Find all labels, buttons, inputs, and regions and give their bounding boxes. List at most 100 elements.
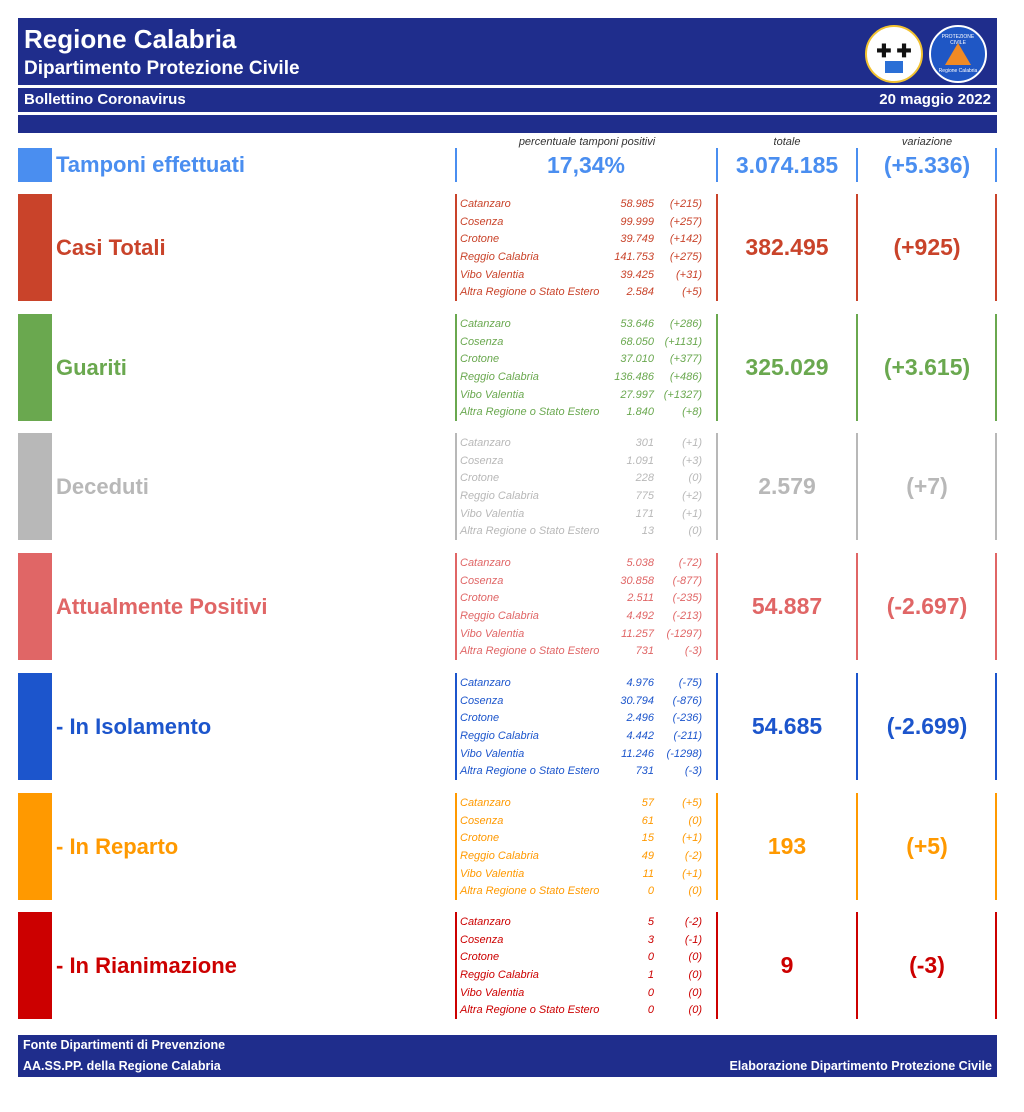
- province-name: Catanzaro: [460, 916, 511, 928]
- province-row: Vibo Valentia 11 (+1): [460, 866, 716, 884]
- province-breakdown: Catanzaro 5.038 (-72) Cosenza 30.858 (-877) Cr…: [460, 555, 716, 661]
- province-name: Crotone: [460, 233, 500, 246]
- province-change: (0): [688, 1004, 702, 1017]
- department-subtitle: Dipartimento Protezione Civile: [24, 58, 300, 79]
- section-divider: [716, 912, 718, 1019]
- province-value: 30.794: [620, 694, 654, 707]
- province-row: Vibo Valentia 171 (+1): [460, 506, 716, 524]
- province-name: Reggio Calabria: [460, 730, 539, 743]
- province-change: (0): [688, 814, 702, 827]
- province-value: 5.038: [626, 557, 654, 569]
- province-value: 30.858: [620, 574, 654, 587]
- tamponi-total: 3.074.185: [735, 152, 839, 178]
- section-divider: [716, 433, 718, 540]
- province-row: Crotone 2.511 (-235): [460, 590, 716, 608]
- section-divider: [455, 673, 457, 780]
- section-divider: [995, 314, 997, 421]
- province-value: 5: [647, 916, 654, 928]
- province-change: (+1327): [663, 388, 702, 401]
- province-value: 99.999: [620, 215, 654, 228]
- tamponi-percent: 17,34%: [546, 152, 625, 178]
- section-swatch: [18, 912, 52, 1019]
- province-change: (-2): [684, 916, 702, 928]
- province-value: 301: [635, 437, 654, 449]
- province-row: Crotone 37.010 (+377): [460, 351, 716, 369]
- tamponi-divider: [856, 148, 858, 182]
- section-change: (+5): [906, 832, 948, 859]
- province-change: (-3): [684, 645, 702, 658]
- province-row: Altra Regione o Stato Estero 731 (-3): [460, 763, 716, 781]
- province-name: Cosenza: [460, 574, 504, 587]
- footer-credit: Elaborazione Dipartimento Protezione Civ…: [729, 1059, 992, 1073]
- section-row: Guariti Catanzaro 53.646 (+286) Cosenza 68.05…: [0, 314, 1024, 421]
- section-row: Casi Totali Catanzaro 58.985 (+215) Cosenza 9…: [0, 194, 1024, 301]
- section-change: (+3.615): [883, 353, 971, 380]
- section-total: 54.887: [751, 592, 823, 619]
- province-name: Crotone: [460, 832, 500, 845]
- section-swatch: [18, 793, 52, 900]
- section-row: - In Reparto Catanzaro 57 (+5) Cosenza 61 (0) C…: [0, 793, 1024, 900]
- section-total: 382.495: [745, 233, 829, 260]
- province-change: (-211): [673, 730, 702, 743]
- province-name: Cosenza: [460, 694, 504, 707]
- section-label: - In Reparto: [56, 833, 179, 859]
- section-change: (+7): [906, 472, 948, 499]
- section-label: - In Rianimazione: [56, 952, 237, 978]
- province-row: Catanzaro 301 (+1): [460, 435, 716, 453]
- province-row: Cosenza 1.091 (+3): [460, 453, 716, 471]
- tamponi-divider: [995, 148, 997, 182]
- protezione-civile-logo-icon: PROTEZIONE CIVILE Regione Calabria: [929, 25, 987, 83]
- section-divider: [856, 793, 858, 900]
- section-label: Attualmente Positivi: [56, 593, 268, 619]
- province-name: Altra Regione o Stato Estero: [460, 1004, 600, 1017]
- footer-banner: Fonte Dipartimenti di Prevenzione AA.SS.…: [18, 1035, 997, 1077]
- section-divider: [716, 673, 718, 780]
- province-row: Reggio Calabria 775 (+2): [460, 488, 716, 506]
- province-row: Catanzaro 5 (-2): [460, 914, 716, 932]
- province-row: Altra Regione o Stato Estero 731 (-3): [460, 643, 716, 661]
- section-divider: [995, 194, 997, 301]
- province-name: Cosenza: [460, 454, 504, 467]
- region-coat-of-arms-icon: ✚ ✚: [865, 25, 923, 83]
- section-divider: [455, 912, 457, 1019]
- province-value: 171: [635, 507, 654, 520]
- province-name: Reggio Calabria: [460, 251, 539, 264]
- province-change: (-876): [672, 694, 702, 707]
- province-name: Crotone: [460, 592, 500, 605]
- province-change: (-1298): [666, 747, 702, 760]
- section-divider: [856, 194, 858, 301]
- province-breakdown: Catanzaro 58.985 (+215) Cosenza 99.999 (+257)…: [460, 196, 716, 302]
- province-row: Vibo Valentia 39.425 (+31): [460, 267, 716, 285]
- province-name: Vibo Valentia: [460, 627, 525, 640]
- province-change: (+142): [669, 233, 702, 246]
- province-value: 27.997: [620, 388, 654, 401]
- province-name: Reggio Calabria: [460, 371, 539, 384]
- province-row: Reggio Calabria 141.753 (+275): [460, 249, 716, 267]
- province-row: Crotone 2.496 (-236): [460, 710, 716, 728]
- province-row: Cosenza 68.050 (+1131): [460, 334, 716, 352]
- province-row: Vibo Valentia 11.257 (-1297): [460, 626, 716, 644]
- province-change: (0): [688, 969, 702, 982]
- province-change: (0): [688, 951, 702, 964]
- province-value: 15: [641, 832, 654, 845]
- province-row: Catanzaro 5.038 (-72): [460, 555, 716, 573]
- province-change: (+1): [682, 867, 702, 880]
- province-breakdown: Catanzaro 57 (+5) Cosenza 61 (0) Crotone 15 (+1)…: [460, 795, 716, 901]
- province-name: Crotone: [460, 353, 500, 366]
- province-name: Cosenza: [460, 814, 504, 827]
- province-change: (-1): [684, 933, 702, 946]
- province-change: (+275): [669, 251, 702, 264]
- province-value: 4.492: [626, 610, 654, 623]
- province-row: Reggio Calabria 136.486 (+486): [460, 369, 716, 387]
- province-row: Catanzaro 4.976 (-75): [460, 675, 716, 693]
- province-value: 58.985: [620, 198, 654, 210]
- province-value: 11: [642, 867, 654, 880]
- province-row: Reggio Calabria 4.492 (-213): [460, 608, 716, 626]
- section-swatch: [18, 433, 52, 540]
- header-banner: Regione Calabria Dipartimento Protezione…: [18, 18, 997, 85]
- province-name: Catanzaro: [460, 797, 511, 809]
- province-row: Cosenza 61 (0): [460, 813, 716, 831]
- province-change: (+31): [676, 268, 702, 281]
- province-name: Altra Regione o Stato Estero: [460, 525, 600, 538]
- coat-of-arms-crosses: ✚ ✚: [876, 41, 912, 61]
